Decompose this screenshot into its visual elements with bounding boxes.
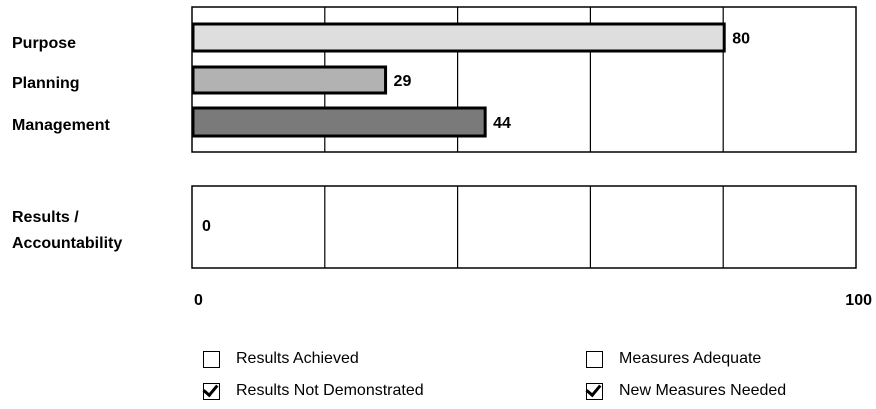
bar: [191, 22, 726, 53]
bar-value-label: 44: [493, 115, 511, 132]
results-achieved-checkbox: [203, 350, 220, 368]
category-label: Results / Accountability: [12, 209, 122, 252]
legend-label-measures-adequate: Measures Adequate: [619, 350, 762, 367]
legend-label-results-not-demonstrated: Results Not Demonstrated: [236, 382, 424, 399]
legend-new-measures-needed: New Measures Needed: [586, 382, 786, 400]
bar-value-label: 29: [394, 73, 412, 90]
measures-adequate-checkbox: [586, 350, 603, 368]
bar: [191, 65, 388, 95]
x-tick-label: 0: [194, 292, 203, 309]
legend-label-new-measures-needed: New Measures Needed: [619, 382, 787, 399]
legend-results-achieved: Results Achieved: [203, 350, 359, 368]
category-label: Planning: [12, 75, 80, 92]
category-label: Management: [12, 117, 110, 134]
legend-measures-adequate: Measures Adequate: [586, 350, 761, 368]
panel-frame: [191, 185, 857, 269]
bar-value-label: 80: [732, 31, 750, 48]
results-not-demonstrated-checkbox: [203, 382, 220, 400]
x-tick-label: 100: [845, 292, 872, 309]
new-measures-needed-checkbox: [586, 382, 603, 400]
legend-label-results-achieved: Results Achieved: [236, 350, 359, 367]
category-label: Purpose: [12, 35, 76, 52]
bar: [191, 106, 487, 138]
bar-value-label: 0: [202, 218, 211, 235]
legend-results-not-demonstrated: Results Not Demonstrated: [203, 382, 424, 400]
